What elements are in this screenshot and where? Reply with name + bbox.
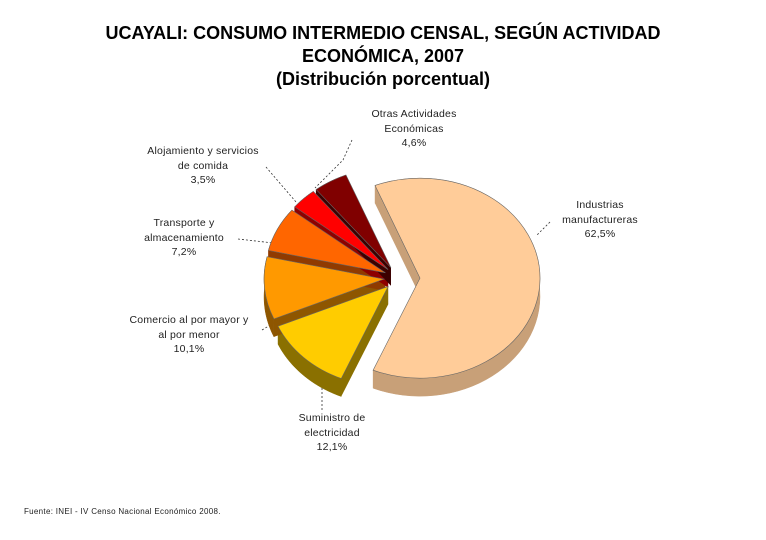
source-note: Fuente: INEI - IV Censo Nacional Económi… [24,507,221,516]
label-alojamiento: Alojamiento y servicios de comida 3,5% [147,145,259,186]
pie-wall-electricidad-start [341,286,389,397]
label-transporte: Transporte y almacenamiento 7,2% [144,217,224,258]
title-line-1: UCAYALI: CONSUMO INTERMEDIO CENSAL, SEGÚ… [105,23,661,43]
pie-slice-transporte [268,209,386,274]
pie-slice-manufactureras [372,177,541,379]
label-electricidad: Suministro de electricidad 12,1% [298,412,366,453]
leader-line-otras [314,139,353,189]
label-industrias-manufactureras: Industrias manufactureras 62,5% [562,199,638,240]
title-line-2: ECONÓMICA, 2007 [301,46,465,66]
pie-slice-comercio [263,256,386,320]
pie-slices [263,174,541,397]
pie-slice-otras [315,174,392,268]
pie-slice-electricidad [277,285,389,379]
pie-slice-alojamiento [294,190,389,270]
title-line-3: (Distribución porcentual) [275,69,490,89]
label-comercio: Comercio al por mayor y al por menor 10,… [129,314,249,355]
leader-line-manufactureras [535,221,551,237]
pie-wall-manufactureras-start [375,185,420,297]
label-otras-actividades: Otras Actividades Económicas 4,6% [371,108,457,149]
chart-title: UCAYALI: CONSUMO INTERMEDIO CENSAL, SEGÚ… [0,22,766,91]
